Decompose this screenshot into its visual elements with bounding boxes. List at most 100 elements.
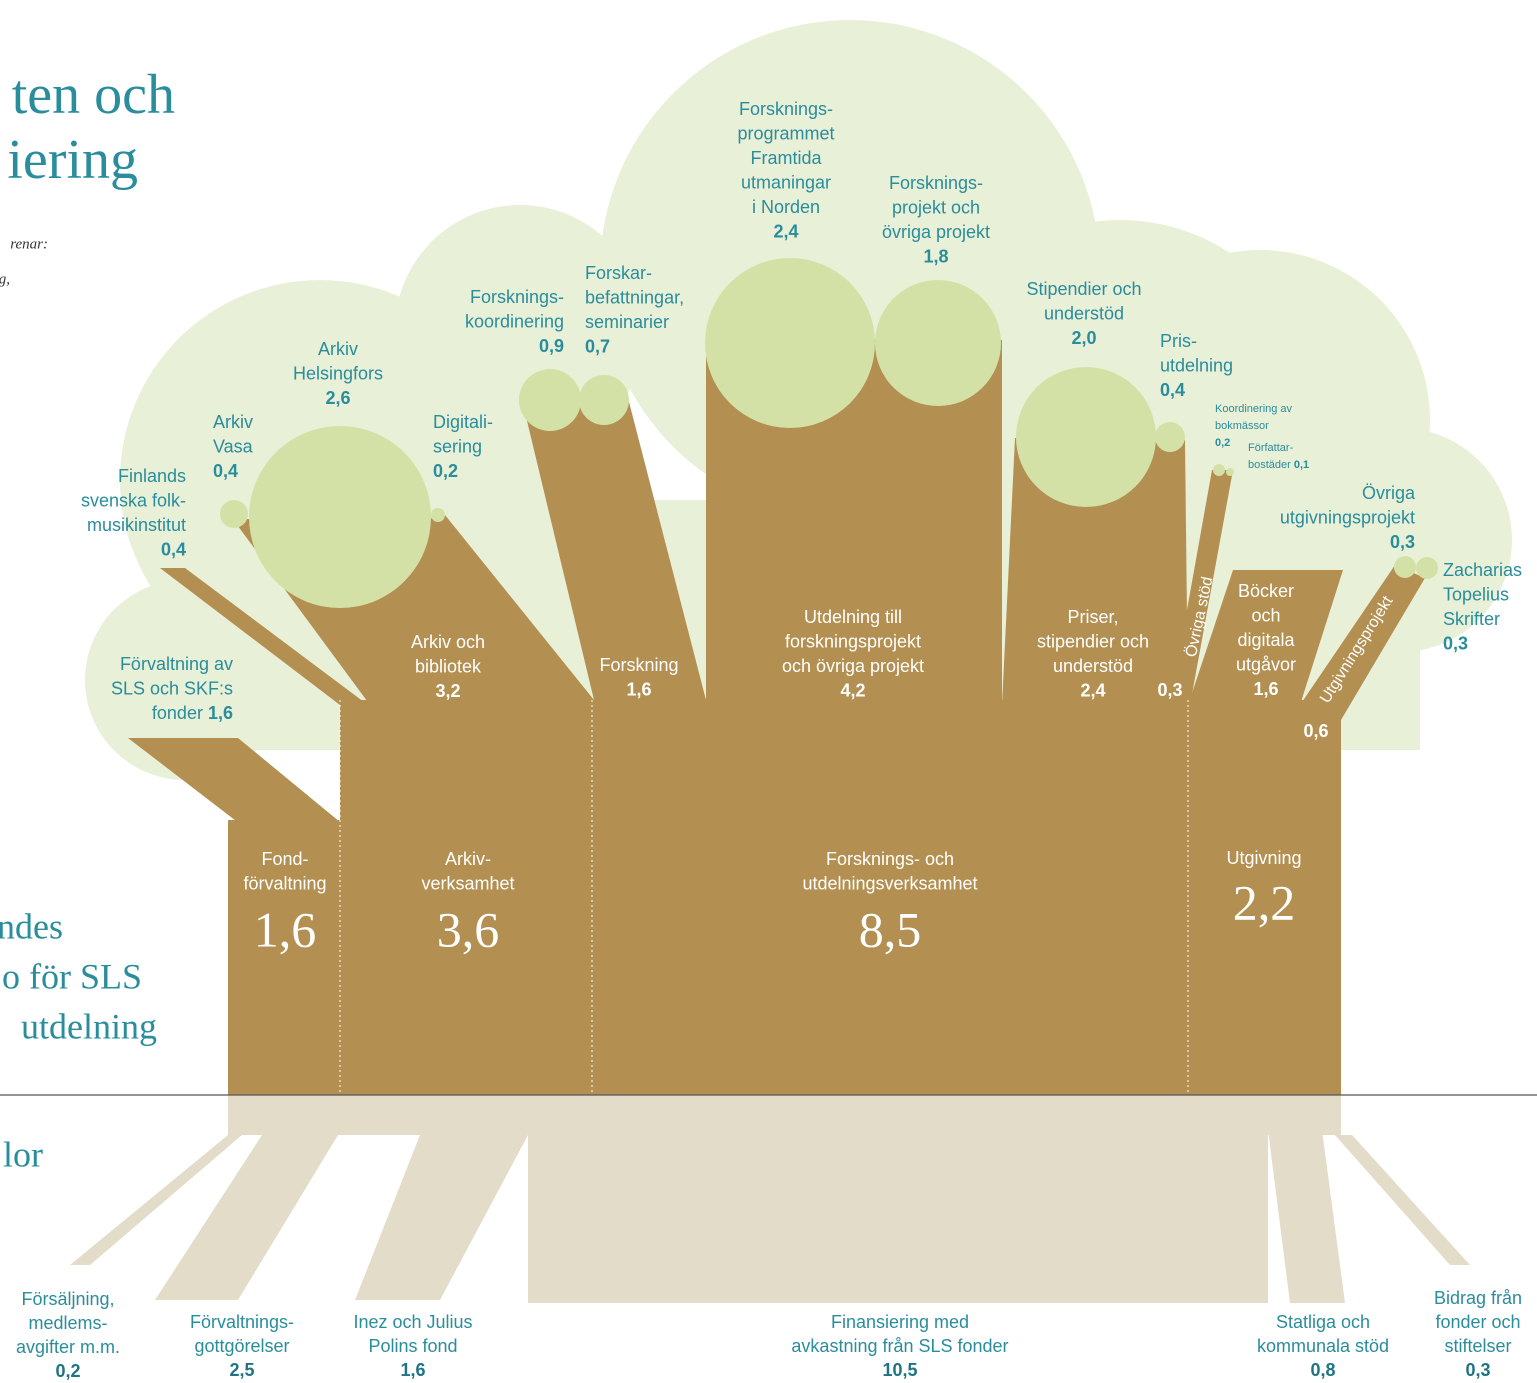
section-dividers	[339, 700, 1189, 1095]
root-label: gottgörelser	[194, 1336, 289, 1356]
branch-value: 0,2	[1215, 437, 1230, 449]
branch-label: Övriga	[1362, 483, 1416, 503]
roots-heading: lor	[3, 1134, 43, 1174]
branch-label: Forsknings-	[889, 173, 983, 193]
leaves	[220, 258, 1438, 608]
section-label: bibliotek	[415, 656, 482, 676]
root-value: 0,3	[1465, 1360, 1490, 1380]
branch-label: koordinering	[465, 311, 564, 331]
root-label: kommunala stöd	[1257, 1336, 1389, 1356]
branch-label: seminarier	[585, 312, 669, 332]
branch-label: Forskar-	[585, 263, 652, 283]
branch-label: programmet	[737, 123, 834, 143]
section-label: stipendier och	[1037, 631, 1149, 651]
branch-value: 2,4	[773, 221, 798, 241]
branch-value: 2,6	[325, 388, 350, 408]
root-label: stiftelser	[1444, 1336, 1511, 1356]
root-label: Polins fond	[368, 1336, 457, 1356]
branch-label: musikinstitut	[87, 515, 186, 535]
label-line: bostäder	[1248, 459, 1291, 471]
branch-label: Vasa	[213, 436, 254, 456]
branch-label: utdelning	[1160, 355, 1233, 375]
section-label: Utdelning till	[804, 607, 902, 627]
branch-label: Arkiv	[213, 412, 253, 432]
branch-label: bokmässor	[1215, 420, 1269, 432]
section-value: 2,4	[1080, 680, 1105, 700]
trunk-label: Forsknings- och	[826, 849, 954, 869]
section-label: Priser,	[1067, 607, 1118, 627]
branch-value: 2,0	[1071, 328, 1096, 348]
branch-label: Författar-	[1248, 442, 1294, 454]
root-label: Statliga och	[1276, 1312, 1370, 1332]
branch-label: övriga projekt	[882, 222, 990, 242]
trunk-label: Fond-	[261, 849, 308, 869]
branch-label: Forsknings-	[739, 99, 833, 119]
trunk-label: Arkiv-	[445, 849, 491, 869]
branch-label: Framtida	[750, 148, 822, 168]
section-label: understöd	[1053, 656, 1133, 676]
section-label: Böcker	[1238, 581, 1294, 601]
section-value: 1,6	[1253, 679, 1278, 699]
trunk-value: 2,2	[1233, 874, 1296, 930]
section-value: 4,2	[840, 680, 865, 700]
branch-value: 0,9	[539, 336, 564, 356]
root-label: Finansiering med	[831, 1312, 969, 1332]
branch-label: Digitali-	[433, 412, 493, 432]
branch-value: 0,3	[1390, 532, 1415, 552]
branch-label: Topelius	[1443, 584, 1509, 604]
branch-value: 0,4	[161, 539, 186, 559]
roots	[70, 1095, 1470, 1303]
branch-label: sering	[433, 436, 482, 456]
section-label: utgåvor	[1236, 654, 1296, 674]
section-label: digitala	[1237, 630, 1295, 650]
branch-label: Zacharias	[1443, 560, 1522, 580]
section-label: forskningsprojekt	[785, 631, 921, 651]
branch-label: utmaningar	[741, 172, 831, 192]
side-line: o för SLS	[2, 956, 142, 996]
trunk-value: 8,5	[859, 901, 922, 957]
intro-line: g,	[0, 271, 10, 287]
trunk-label: förvaltning	[243, 873, 326, 893]
root-value: 1,6	[400, 1360, 425, 1380]
branch-label: Forsknings-	[470, 287, 564, 307]
root-label: avgifter m.m.	[16, 1337, 120, 1357]
value: 0,1	[1294, 459, 1309, 471]
branch-value: 0,4	[213, 461, 238, 481]
branch-label: Förvaltning av	[120, 654, 233, 674]
branch-label: understöd	[1044, 303, 1124, 323]
root-label: Förvaltnings-	[190, 1312, 294, 1332]
section-label: Forskning	[599, 655, 678, 675]
trunk-label: Utgivning	[1226, 848, 1301, 868]
branch-value: 0,4	[1160, 380, 1185, 400]
branch-label: projekt och	[892, 197, 980, 217]
title-line: iering	[7, 129, 138, 191]
branch-label: Koordinering av	[1215, 403, 1293, 415]
branch-label: bostäder 0,1	[1248, 459, 1309, 471]
intro-line: renar:	[10, 236, 48, 252]
root-label: Inez och Julius	[353, 1312, 472, 1332]
branch-value: 1,8	[923, 246, 948, 266]
root-label: fonder och	[1435, 1312, 1520, 1332]
branch-value: 0,2	[433, 461, 458, 481]
title-line: ten och	[12, 64, 175, 126]
branch-label: utgivningsprojekt	[1280, 507, 1415, 527]
branch-label: Pris-	[1160, 331, 1197, 351]
branch-label: fonder 1,6	[152, 703, 233, 723]
branch-label: Finlands	[118, 466, 186, 486]
branch-label: Arkiv	[318, 339, 358, 359]
root-label: avkastning från SLS fonder	[791, 1336, 1008, 1356]
section-value: 0,6	[1303, 721, 1328, 741]
label-line: fonder	[152, 703, 203, 723]
trunk-value: 3,6	[437, 901, 500, 957]
section-label: och	[1251, 605, 1280, 625]
value: 1,6	[208, 703, 233, 723]
side-line: ndes	[0, 906, 63, 946]
branch-label: Helsingfors	[293, 363, 383, 383]
root-label: medlems-	[28, 1313, 107, 1333]
root-label: Bidrag från	[1434, 1288, 1522, 1308]
section-value: 3,2	[435, 681, 460, 701]
section-label: och övriga projekt	[782, 656, 924, 676]
branch-label: SLS och SKF:s	[111, 678, 233, 698]
branch-label: svenska folk-	[81, 490, 186, 510]
